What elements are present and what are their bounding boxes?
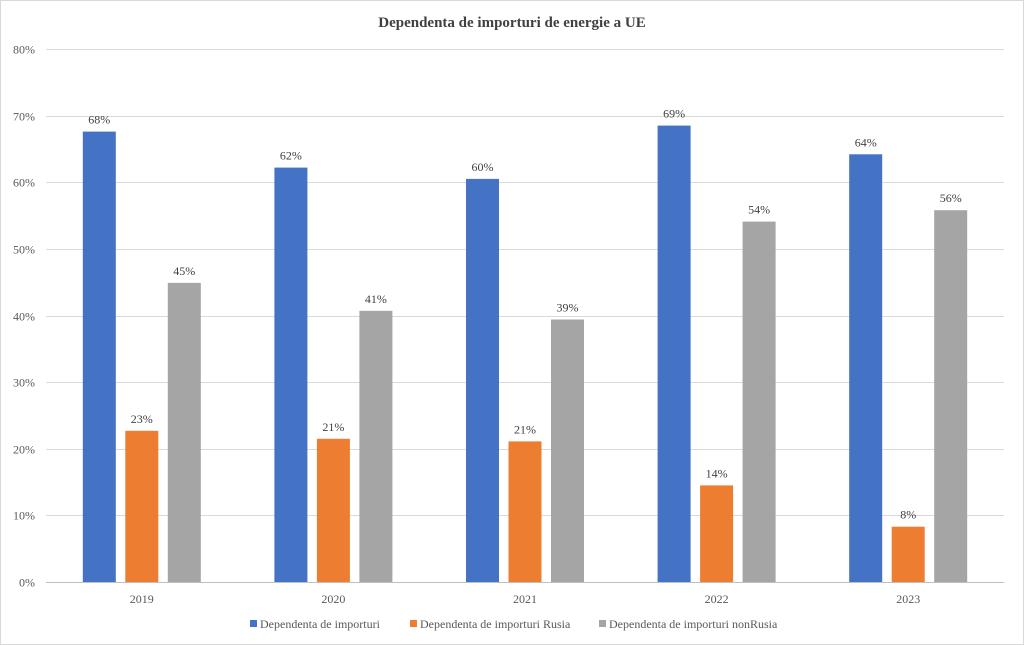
data-label: 45% bbox=[173, 264, 195, 278]
data-label: 21% bbox=[322, 420, 344, 434]
legend-swatch bbox=[599, 620, 606, 627]
bar bbox=[934, 210, 968, 582]
data-label: 68% bbox=[88, 113, 110, 127]
legend-label: Dependenta de importuri bbox=[260, 617, 381, 631]
data-label: 8% bbox=[900, 508, 916, 522]
y-tick-label: 80% bbox=[13, 43, 35, 57]
bar bbox=[700, 485, 734, 582]
data-label: 56% bbox=[940, 191, 962, 205]
x-axis-ticks: 2019 2020 2021 2022 2023 bbox=[130, 592, 920, 606]
legend-swatch bbox=[250, 620, 257, 627]
legend-label: Dependenta de importuri Rusia bbox=[420, 617, 571, 631]
data-label: 41% bbox=[365, 292, 387, 306]
bar bbox=[274, 167, 308, 582]
bar bbox=[551, 319, 584, 582]
legend: Dependenta de importuri Dependenta de imp… bbox=[250, 617, 778, 631]
y-tick-label: 70% bbox=[13, 110, 35, 124]
x-tick-label: 2022 bbox=[705, 592, 729, 606]
data-label: 54% bbox=[748, 203, 770, 217]
x-tick-label: 2020 bbox=[321, 592, 345, 606]
bar bbox=[508, 441, 542, 582]
y-tick-label: 50% bbox=[13, 243, 35, 257]
y-tick-label: 30% bbox=[13, 376, 35, 390]
bar bbox=[82, 131, 116, 582]
bar bbox=[359, 310, 393, 582]
data-labels: 68% 23% 45% 62% 21% 41% 60% 21% 39% 69% 14% 54% 64% 8… bbox=[88, 107, 961, 522]
data-label: 23% bbox=[131, 412, 153, 426]
legend-swatch bbox=[410, 620, 417, 627]
data-label: 39% bbox=[557, 301, 579, 315]
y-axis-ticks: 0% 10% 20% 30% 40% 50% 60% 70% 80% bbox=[13, 43, 35, 590]
bar bbox=[891, 526, 925, 582]
bar bbox=[466, 178, 499, 582]
data-label: 14% bbox=[706, 466, 728, 480]
data-label: 62% bbox=[280, 149, 302, 163]
bar bbox=[125, 430, 159, 582]
bar bbox=[849, 154, 883, 583]
bar bbox=[657, 125, 691, 582]
x-tick-label: 2023 bbox=[896, 592, 920, 606]
data-label: 21% bbox=[514, 422, 536, 436]
y-tick-label: 60% bbox=[13, 176, 35, 190]
x-tick-label: 2019 bbox=[130, 592, 154, 606]
gridlines bbox=[46, 49, 1004, 583]
data-label: 64% bbox=[855, 135, 877, 149]
y-tick-label: 10% bbox=[13, 509, 35, 523]
y-tick-label: 40% bbox=[13, 310, 35, 324]
y-tick-label: 20% bbox=[13, 443, 35, 457]
data-label: 69% bbox=[663, 107, 685, 121]
chart-title: Dependenta de importuri de energie a UE bbox=[378, 15, 645, 31]
bar bbox=[316, 438, 350, 582]
legend-label: Dependenta de importuri nonRusia bbox=[609, 617, 778, 631]
x-tick-label: 2021 bbox=[513, 592, 537, 606]
bar bbox=[742, 221, 776, 582]
y-tick-label: 0% bbox=[19, 576, 35, 590]
bars bbox=[82, 125, 968, 583]
bar bbox=[167, 282, 201, 582]
data-label: 60% bbox=[472, 160, 494, 174]
